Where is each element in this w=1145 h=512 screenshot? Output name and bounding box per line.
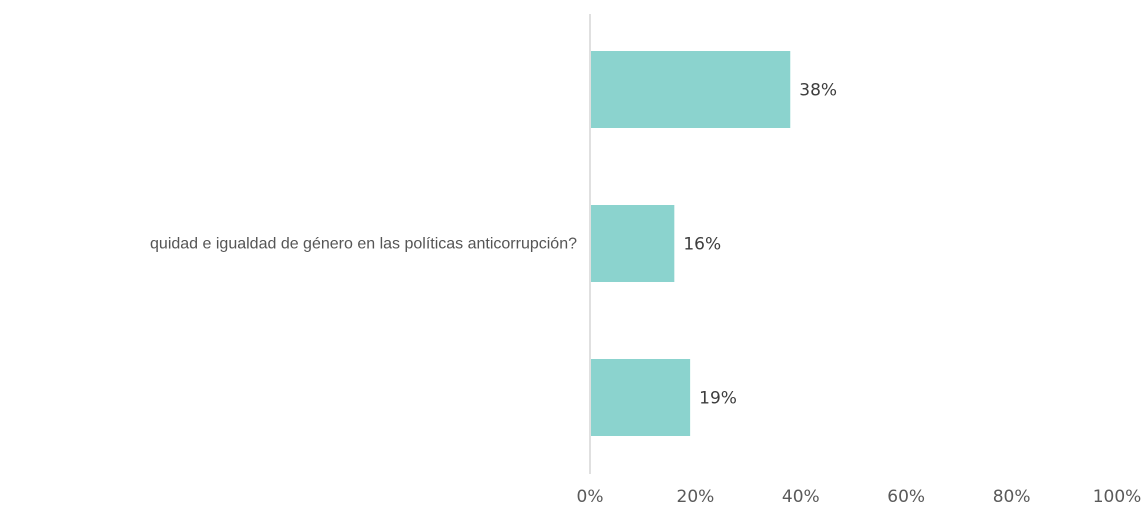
x-tick-labels-group: 0% 20% 40% 60% 80% 100% (577, 487, 1142, 507)
value-labels-group: 38% 16% 19% (683, 81, 837, 409)
x-tick-label-100: 100% (1093, 487, 1142, 507)
x-tick-label-0: 0% (577, 487, 604, 507)
value-label-2: 16% (683, 235, 721, 255)
value-label-1: 38% (799, 81, 837, 101)
x-tick-label-40: 40% (782, 487, 820, 507)
bars-group (591, 51, 791, 436)
x-tick-label-20: 20% (677, 487, 715, 507)
bar-1 (591, 51, 791, 128)
category-labels-group: quidad e igualdad de género en las polít… (150, 236, 577, 253)
bar-2 (591, 205, 675, 282)
category-label-2: quidad e igualdad de género en las polít… (150, 236, 577, 253)
x-tick-label-80: 80% (993, 487, 1031, 507)
bar-3 (591, 359, 691, 436)
value-label-3: 19% (699, 389, 737, 409)
x-tick-label-60: 60% (887, 487, 925, 507)
